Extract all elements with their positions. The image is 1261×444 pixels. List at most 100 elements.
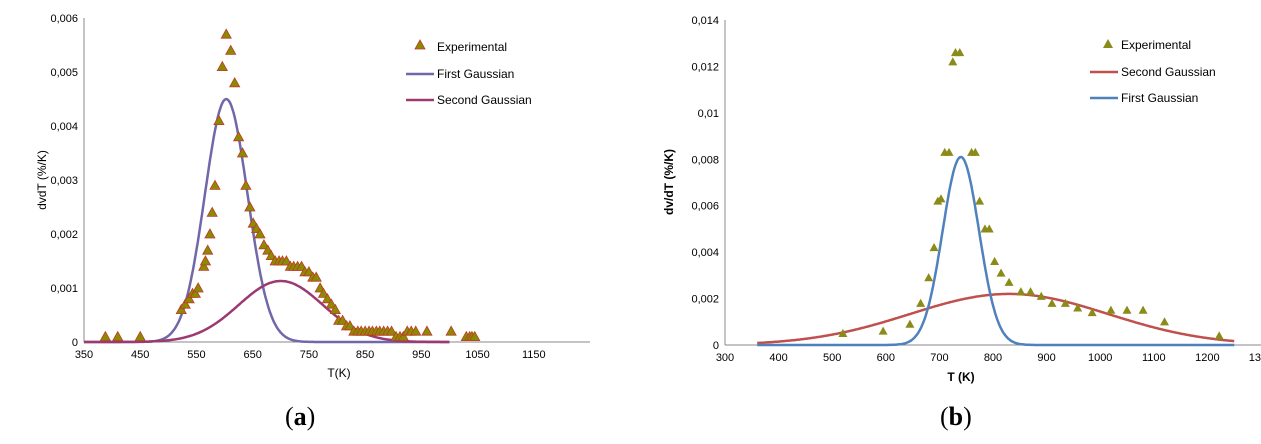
x-tick-labels: 350 450 550 650 750 850 950 1050 1150 <box>75 349 546 361</box>
data-point-experimental <box>258 238 270 250</box>
data-point-experimental <box>236 147 249 158</box>
data-point-experimental <box>1016 287 1026 296</box>
data-point-experimental <box>990 256 1000 266</box>
panel-label-a-letter: a <box>293 402 307 431</box>
x-tick-label: 400 <box>769 352 787 364</box>
legend-item-first-gaussian: First Gaussian <box>406 67 514 81</box>
data-point-experimental <box>1026 287 1036 296</box>
panel-label-b-letter: b <box>948 402 964 431</box>
legend-marker-experimental <box>1103 39 1113 48</box>
data-point-experimental <box>254 228 266 239</box>
data-point-experimental <box>206 206 218 217</box>
data-point-experimental <box>421 325 433 336</box>
panel-label-b-open: ( <box>940 402 949 431</box>
data-point-experimental <box>1106 305 1116 314</box>
data-point-experimental <box>244 201 256 212</box>
legend-label-second-gaussian: Second Gaussian <box>1121 65 1216 79</box>
y-tick-label: 0,006 <box>691 201 719 213</box>
data-point-experimental <box>1004 277 1014 286</box>
data-point-experimental <box>916 298 926 307</box>
data-point-experimental <box>232 130 245 142</box>
y-tick-labels: 0 0,001 0,002 0,003 0,004 0,005 0,006 <box>50 13 78 349</box>
data-point-experimental <box>970 147 980 156</box>
x-tick-label: 900 <box>1037 352 1055 364</box>
data-point-experimental <box>344 319 356 331</box>
y-tick-label: 0,01 <box>698 108 719 120</box>
data-point-experimental <box>1073 303 1083 312</box>
data-point-experimental <box>336 314 349 325</box>
y-tick-label: 0,001 <box>50 283 78 295</box>
legend-label-experimental: Experimental <box>1121 38 1191 52</box>
y-tick-label: 0,004 <box>691 247 719 259</box>
x-tick-label: 550 <box>187 349 205 361</box>
x-tick-label: 850 <box>356 349 374 361</box>
panel-label-a-open: ( <box>285 402 294 431</box>
x-tick-label: 750 <box>300 349 318 361</box>
data-point-experimental <box>225 44 237 55</box>
data-point-experimental <box>240 179 252 190</box>
legend: Experimental First Gaussian Second Gauss… <box>406 39 532 107</box>
experimental-points <box>99 28 481 342</box>
panel-label-b: (b) <box>940 402 972 432</box>
x-axis-title: T (K) <box>947 370 974 384</box>
x-tick-label: 700 <box>930 352 948 364</box>
y-tick-label: 0,005 <box>50 67 78 79</box>
legend-item-first-gaussian: First Gaussian <box>1090 91 1198 105</box>
data-point-experimental <box>310 271 322 282</box>
data-point-experimental <box>325 298 338 309</box>
legend-item-second-gaussian: Second Gaussian <box>1090 65 1216 79</box>
y-axis-title: dv/dT (%/K) <box>662 149 676 215</box>
data-point-experimental <box>948 57 958 66</box>
data-point-experimental <box>175 303 187 315</box>
series-line-first-gaussian <box>84 97 450 344</box>
x-tick-label: 1150 <box>522 349 546 361</box>
data-point-experimental <box>134 330 146 342</box>
data-point-experimental <box>469 330 481 342</box>
data-point-experimental <box>213 114 225 125</box>
data-point-experimental <box>984 224 994 233</box>
data-point-experimental <box>878 326 888 335</box>
data-point-experimental <box>192 282 204 293</box>
data-point-experimental <box>1087 308 1097 317</box>
gaussian-curves <box>757 155 1235 347</box>
legend-label-first-gaussian: First Gaussian <box>437 67 514 81</box>
series-line-second-gaussian <box>757 292 1235 345</box>
data-point-experimental <box>321 292 334 304</box>
y-tick-label: 0,006 <box>50 13 78 25</box>
x-tick-label: 450 <box>131 349 149 361</box>
x-tick-label: 600 <box>877 352 895 364</box>
x-tick-label: 650 <box>243 349 261 361</box>
data-point-experimental <box>838 328 848 337</box>
data-point-experimental <box>204 228 216 239</box>
y-tick-label: 0,002 <box>691 294 719 306</box>
x-tick-label: 800 <box>984 352 1002 364</box>
y-tick-label: 0,008 <box>691 154 719 166</box>
x-axis-title: T(K) <box>327 366 350 380</box>
y-tick-label: 0,012 <box>691 61 719 73</box>
legend: Experimental Second Gaussian First Gauss… <box>1090 38 1216 105</box>
data-point-experimental <box>198 260 210 271</box>
y-tick-label: 0 <box>72 337 78 349</box>
x-tick-label: 1300 <box>1249 352 1261 364</box>
panel-label-a: (a) <box>285 402 315 432</box>
data-point-experimental <box>202 244 214 255</box>
y-tick-labels: 0 0,002 0,004 0,006 0,008 0,01 0,012 0,014 <box>691 15 719 352</box>
data-point-experimental <box>1160 317 1170 326</box>
data-point-experimental <box>397 330 410 342</box>
panel-label-a-close: ) <box>306 402 316 431</box>
legend-label-experimental: Experimental <box>437 40 507 54</box>
data-point-experimental <box>179 298 191 309</box>
legend-label-first-gaussian: First Gaussian <box>1121 91 1198 105</box>
y-tick-label: 0,003 <box>50 175 78 187</box>
data-point-experimental <box>1060 298 1070 307</box>
data-point-experimental <box>329 303 341 315</box>
y-tick-label: 0 <box>713 340 719 352</box>
x-tick-labels: 300 400 500 600 700 800 900 1000 1100 1200 1300 <box>716 352 1261 364</box>
data-point-experimental <box>944 147 954 156</box>
x-tick-label: 300 <box>716 352 734 364</box>
chart-b: 0 0,002 0,004 0,006 0,008 0,01 0,012 0,014 300 4… <box>662 15 1261 384</box>
data-point-experimental <box>996 268 1006 277</box>
series-line-first-gaussian <box>757 155 1235 347</box>
y-tick-label: 0,014 <box>691 15 719 27</box>
experimental-points <box>838 48 1224 340</box>
